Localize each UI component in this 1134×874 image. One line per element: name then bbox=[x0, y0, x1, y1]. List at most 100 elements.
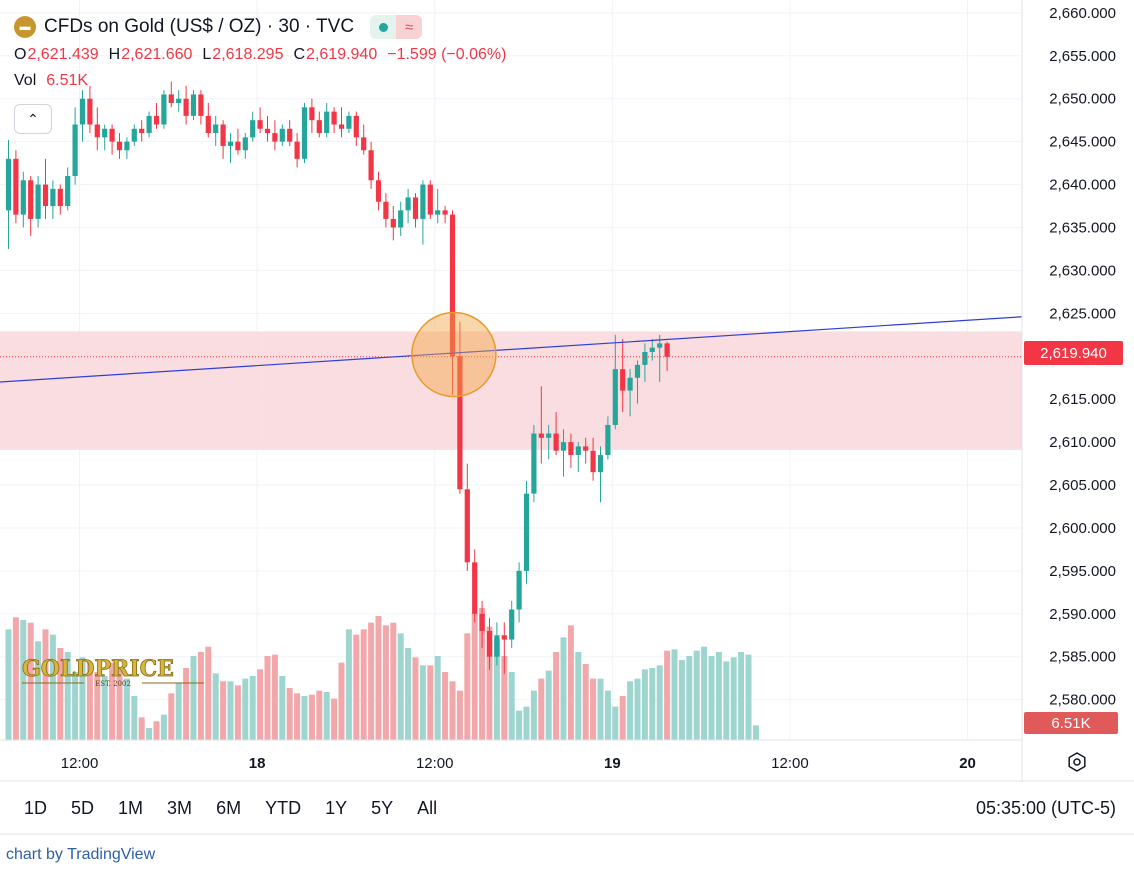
delayed-data-icon: ≈ bbox=[396, 15, 423, 39]
price-tick-label: 2,645.000 bbox=[1049, 134, 1116, 151]
volume-bar bbox=[412, 657, 419, 740]
price-tick-label: 2,585.000 bbox=[1049, 649, 1116, 666]
range-1y-button[interactable]: 1Y bbox=[325, 797, 348, 818]
candle-body bbox=[124, 141, 130, 151]
volume-bar bbox=[138, 717, 145, 740]
volume-bar bbox=[257, 669, 264, 740]
candle-body bbox=[523, 493, 530, 571]
close-value: 2,619.940 bbox=[306, 46, 378, 63]
candle-body bbox=[501, 635, 507, 640]
range-all-button[interactable]: All bbox=[417, 797, 438, 818]
volume-bar bbox=[434, 656, 441, 740]
volume-bar bbox=[86, 662, 93, 740]
candle-body bbox=[420, 184, 426, 219]
candle-body bbox=[449, 214, 456, 357]
range-3m-button[interactable]: 3M bbox=[167, 797, 193, 818]
volume-bar bbox=[331, 698, 338, 740]
candle-body bbox=[242, 137, 248, 151]
tradingview-link[interactable]: TradingView bbox=[67, 846, 156, 863]
volume-bar bbox=[678, 660, 685, 740]
volume-bar bbox=[368, 622, 375, 740]
candle-body bbox=[531, 433, 537, 494]
volume-bar bbox=[619, 696, 626, 740]
candle-body bbox=[176, 98, 182, 104]
volume-bar bbox=[168, 693, 175, 740]
candle-body bbox=[116, 141, 123, 151]
collapse-legend-button[interactable]: ⌃ bbox=[14, 104, 52, 134]
volume-bar bbox=[286, 688, 293, 740]
candle-body bbox=[324, 111, 330, 134]
volume-bar bbox=[123, 678, 130, 740]
candle-body bbox=[361, 137, 367, 151]
volume-bar bbox=[523, 706, 530, 740]
candle-body bbox=[634, 364, 641, 378]
range-5y-button[interactable]: 5Y bbox=[371, 797, 394, 818]
price-axis[interactable]: 2,580.000 2,585.000 2,590.000 2,595.000 2,60… bbox=[1049, 5, 1116, 709]
candle-body bbox=[338, 124, 345, 129]
candle-body bbox=[368, 150, 374, 181]
volume-bar bbox=[57, 648, 64, 740]
range-6m-button[interactable]: 6M bbox=[216, 797, 242, 818]
volume-bar bbox=[745, 654, 752, 740]
volume-bar bbox=[493, 638, 500, 740]
candle-body bbox=[605, 424, 611, 455]
volume-bar bbox=[160, 714, 167, 740]
gold-bars-icon: ▬ bbox=[14, 16, 36, 38]
time-tick-label: 20 bbox=[959, 755, 976, 772]
trend-line[interactable] bbox=[0, 316, 1023, 383]
volume-bar bbox=[656, 665, 663, 740]
candle-body bbox=[442, 210, 448, 215]
volume-bar bbox=[360, 629, 367, 740]
volume-bar bbox=[109, 662, 116, 740]
candle-body bbox=[168, 94, 174, 104]
candle-body bbox=[398, 210, 404, 228]
volume-bar bbox=[64, 652, 71, 740]
candle-body bbox=[20, 180, 26, 215]
range-1d-button[interactable]: 1D bbox=[24, 797, 48, 818]
timezone-label[interactable]: 05:35:00 (UTC-5) bbox=[975, 797, 1116, 818]
volume-bar bbox=[464, 633, 471, 740]
range-1m-button[interactable]: 1M bbox=[118, 797, 144, 818]
volume-bar bbox=[456, 690, 463, 740]
volume-bar bbox=[5, 629, 12, 740]
volume-bar bbox=[20, 620, 27, 740]
attribution[interactable]: chart by TradingView bbox=[6, 846, 156, 863]
market-status-pill[interactable]: ≈ bbox=[370, 15, 423, 39]
candle-body bbox=[235, 141, 241, 151]
range-5d-button[interactable]: 5D bbox=[71, 797, 95, 818]
volume-bars bbox=[5, 608, 759, 740]
candle-body bbox=[28, 180, 34, 219]
settings-icon[interactable] bbox=[1066, 751, 1088, 773]
candle-body bbox=[279, 128, 285, 142]
candle-body bbox=[102, 128, 108, 138]
candle-body bbox=[79, 98, 86, 125]
candle-body bbox=[331, 111, 337, 125]
time-axis[interactable]: 12:00 18 12:00 19 12:00 20 bbox=[61, 755, 976, 772]
candle-body bbox=[664, 343, 670, 357]
candle-body bbox=[287, 128, 293, 142]
candle-body bbox=[94, 124, 100, 138]
price-tick-label: 2,595.000 bbox=[1049, 563, 1116, 580]
range-ytd-button[interactable]: YTD bbox=[265, 797, 302, 818]
candle-body bbox=[316, 120, 322, 134]
candle-body bbox=[568, 442, 574, 455]
candle-body bbox=[87, 98, 93, 125]
watermark-est: EST. 2002 bbox=[95, 680, 131, 688]
volume-bar bbox=[501, 656, 508, 740]
volume-bar bbox=[190, 656, 197, 740]
candle-body bbox=[538, 433, 544, 438]
volume-bar bbox=[553, 652, 560, 740]
price-tick-label: 2,580.000 bbox=[1049, 692, 1116, 709]
highlight-circle[interactable] bbox=[411, 311, 497, 398]
candle-body bbox=[139, 128, 145, 134]
candle-body bbox=[213, 124, 219, 134]
candle-body bbox=[264, 128, 271, 134]
volume-bar bbox=[101, 676, 108, 740]
price-tick-label: 2,605.000 bbox=[1049, 477, 1116, 494]
symbol-title[interactable]: CFDs on Gold (US$ / OZ) · 30 · TVC bbox=[44, 16, 355, 37]
volume-bar bbox=[590, 678, 597, 740]
watermark-brand: GOLDPRICE bbox=[22, 656, 174, 682]
volume-bar bbox=[197, 652, 204, 740]
candle-body bbox=[427, 184, 433, 215]
